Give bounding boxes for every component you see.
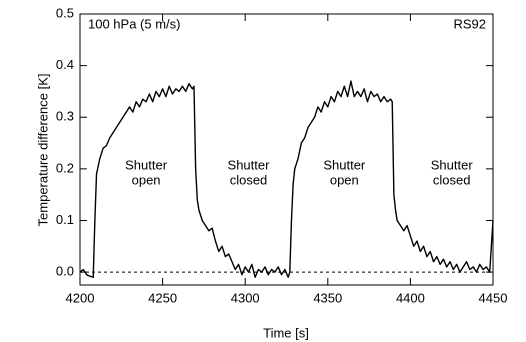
annotation: Shutter bbox=[323, 157, 366, 172]
data-line bbox=[79, 80, 494, 278]
y-tick-label: 0.3 bbox=[56, 109, 74, 124]
y-tick-label: 0.1 bbox=[56, 212, 74, 227]
y-tick-label: 0.4 bbox=[56, 57, 74, 72]
y-tick-label: 0.5 bbox=[56, 5, 74, 20]
annotation: closed bbox=[433, 172, 471, 187]
x-tick-label: 4400 bbox=[396, 290, 425, 305]
corner-label: 100 hPa (5 m/s) bbox=[88, 16, 181, 31]
y-axis-label: Temperature difference [K] bbox=[35, 74, 50, 227]
annotation: Shutter bbox=[125, 157, 168, 172]
annotation: open bbox=[330, 172, 359, 187]
annotation: Shutter bbox=[228, 157, 271, 172]
annotation: Shutter bbox=[431, 157, 474, 172]
x-tick-label: 4250 bbox=[148, 290, 177, 305]
x-tick-label: 4200 bbox=[66, 290, 95, 305]
y-tick-label: 0.2 bbox=[56, 160, 74, 175]
x-tick-label: 4450 bbox=[479, 290, 508, 305]
x-axis-label: Time [s] bbox=[263, 325, 309, 340]
annotation: closed bbox=[230, 172, 268, 187]
x-tick-label: 4300 bbox=[231, 290, 260, 305]
x-tick-label: 4350 bbox=[313, 290, 342, 305]
plot-frame bbox=[79, 13, 494, 286]
corner-label: RS92 bbox=[453, 16, 486, 31]
y-tick-label: 0.0 bbox=[56, 264, 74, 279]
annotation: open bbox=[132, 172, 161, 187]
